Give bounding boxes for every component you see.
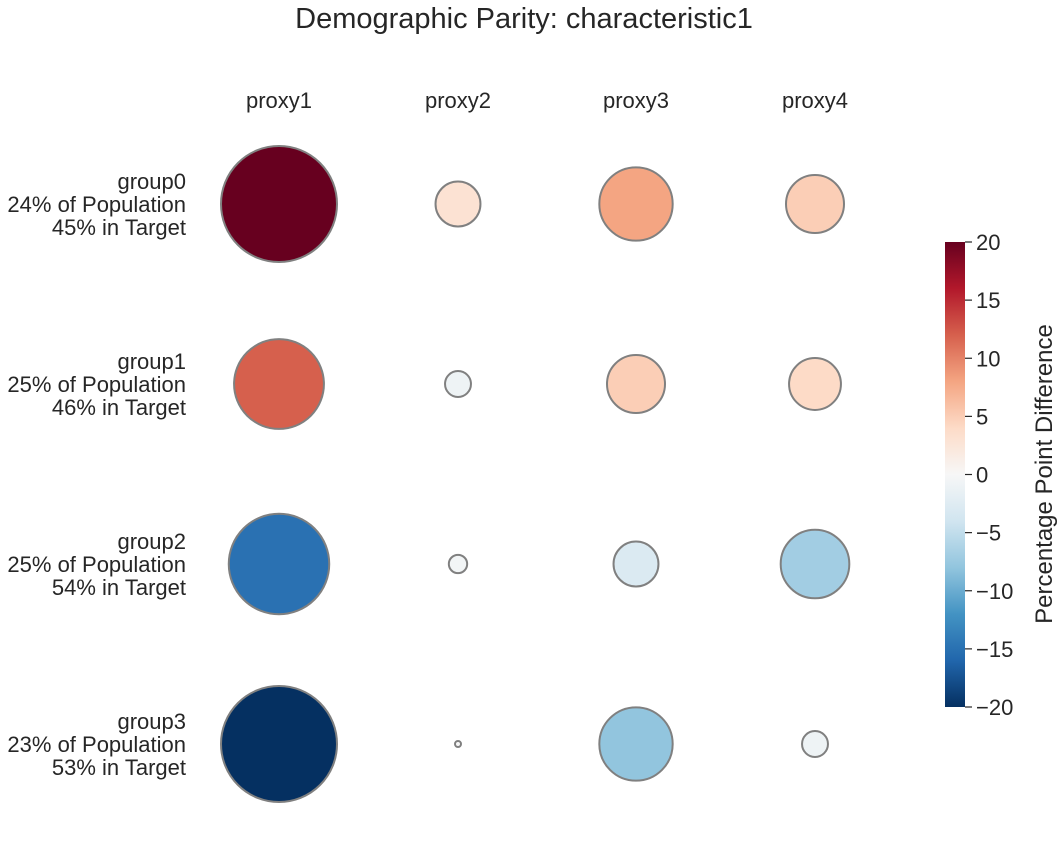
colorbar: 20 15 10 5 0 −5 −10 −15 −20 Percentage Point Dif…: [945, 230, 1058, 720]
row-label-line: 45% in Target: [52, 215, 186, 240]
bubble-group1-proxy3: [606, 354, 666, 414]
row-label-line: group1: [117, 349, 186, 374]
bubble-group2-proxy1: [227, 512, 331, 616]
colorbar-tick-label: 0: [976, 463, 988, 488]
row-label-line: 25% of Population: [7, 552, 186, 577]
chart-title: Demographic Parity: characteristic1: [295, 3, 753, 35]
colorbar-gradient: [945, 242, 965, 707]
colorbar-tick-label: 10: [976, 346, 1000, 371]
row-label-line: group2: [117, 529, 186, 554]
bubble-group2-proxy3: [612, 540, 660, 588]
row-label-line: 54% in Target: [52, 575, 186, 600]
bubble-grid: [220, 145, 851, 803]
colorbar-tick-label: 20: [976, 230, 1000, 255]
column-labels: proxy1 proxy2 proxy3 proxy4: [246, 88, 848, 113]
column-label-proxy1: proxy1: [246, 88, 312, 113]
colorbar-tick-label: −15: [976, 637, 1013, 662]
bubble-group3-proxy1: [220, 685, 338, 803]
row-label-line: 24% of Population: [7, 192, 186, 217]
colorbar-ticks: 20 15 10 5 0 −5 −10 −15 −20: [965, 230, 1013, 720]
bubble-group1-proxy1: [233, 338, 325, 430]
bubble-group0-proxy4: [785, 174, 845, 234]
bubble-group0-proxy2: [434, 180, 482, 228]
column-label-proxy2: proxy2: [425, 88, 491, 113]
bubble-group1-proxy4: [788, 357, 842, 411]
bubble-group0-proxy3: [598, 166, 674, 242]
bubble-group2-proxy4: [779, 528, 851, 600]
bubble-group2-proxy2: [447, 553, 469, 575]
row-label-line: 25% of Population: [7, 372, 186, 397]
row-label-line: group0: [117, 169, 186, 194]
colorbar-tick-label: −10: [976, 579, 1013, 604]
colorbar-label: Percentage Point Difference: [1031, 324, 1058, 624]
row-label-line: 46% in Target: [52, 395, 186, 420]
bubble-group3-proxy3: [598, 706, 674, 782]
colorbar-tick-label: 15: [976, 288, 1000, 313]
bubble-group3-proxy4: [801, 730, 829, 758]
bubble-group1-proxy2: [444, 370, 472, 398]
colorbar-tick-label: −20: [976, 695, 1013, 720]
bubble-group3-proxy2: [454, 740, 462, 748]
row-label-line: group3: [117, 709, 186, 734]
row-label-line: 53% in Target: [52, 755, 186, 780]
column-label-proxy4: proxy4: [782, 88, 848, 113]
column-label-proxy3: proxy3: [603, 88, 669, 113]
colorbar-tick-label: 5: [976, 404, 988, 429]
colorbar-tick-label: −5: [976, 521, 1001, 546]
row-label-line: 23% of Population: [7, 732, 186, 757]
bubble-group0-proxy1: [220, 145, 338, 263]
